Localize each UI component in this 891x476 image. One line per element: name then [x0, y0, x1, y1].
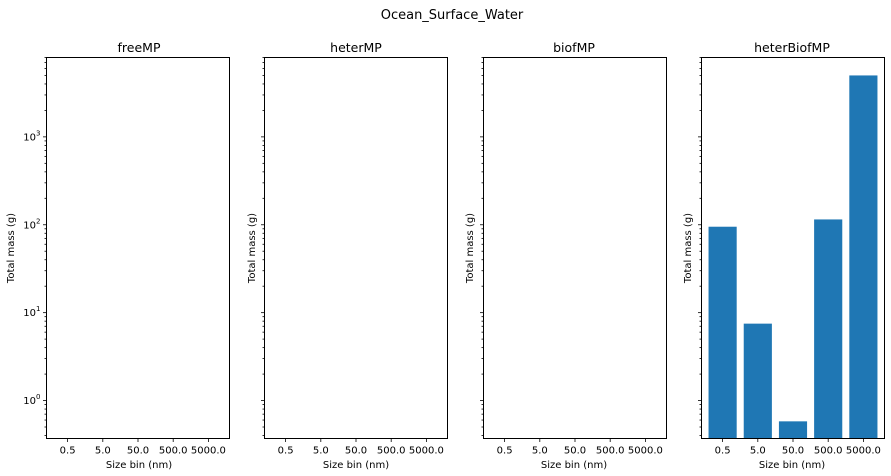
bar: [709, 227, 737, 439]
x-tick-label: 5000.0: [191, 446, 226, 457]
plot-frame: [484, 58, 667, 439]
x-tick-label: 5000.0: [628, 446, 663, 457]
x-axis-label: Size bin (nm): [759, 460, 825, 471]
plot-frame: [47, 58, 230, 439]
x-tick-label: 500.0: [814, 446, 843, 457]
plot-frame: [265, 58, 448, 439]
bar: [779, 421, 807, 438]
panel-heterMP: heterMP Size bin (nm) Total mass (g) 0.5…: [247, 40, 448, 471]
x-tick-label: 5.0: [750, 446, 766, 457]
x-tick-label: 50.0: [345, 446, 367, 457]
panel-heterBiofMP: heterBiofMP Size bin (nm) Total mass (g)…: [683, 40, 885, 471]
x-tick-label: 50.0: [782, 446, 804, 457]
x-tick-label: 5.0: [313, 446, 329, 457]
y-tick-label: 101: [23, 305, 40, 319]
x-tick-label: 5.0: [95, 446, 111, 457]
y-axis-label: Total mass (g): [247, 213, 258, 284]
y-axis-label: Total mass (g): [683, 213, 694, 284]
x-tick-label: 50.0: [564, 446, 586, 457]
x-tick-label: 0.5: [60, 446, 76, 457]
panel-title: heterBiofMP: [754, 40, 830, 55]
x-tick-label: 0.5: [497, 446, 513, 457]
panel-title: heterMP: [330, 40, 382, 55]
y-axis-label: Total mass (g): [465, 213, 476, 284]
x-tick-label: 500.0: [596, 446, 625, 457]
x-tick-label: 5.0: [532, 446, 548, 457]
x-tick-label: 500.0: [159, 446, 188, 457]
y-tick-label: 103: [23, 129, 40, 143]
panel-biofMP: biofMP Size bin (nm) Total mass (g) 0.5 5…: [465, 40, 667, 471]
figure-title: Ocean_Surface_Water: [381, 8, 524, 23]
y-tick-label: 100: [23, 393, 40, 407]
x-tick-label: 5000.0: [409, 446, 444, 457]
x-tick-label: 500.0: [377, 446, 406, 457]
y-axis-label: Total mass (g): [6, 213, 17, 284]
panel-title: freeMP: [118, 40, 161, 55]
x-axis-label: Size bin (nm): [106, 460, 172, 471]
bar: [849, 75, 877, 438]
panel-title: biofMP: [553, 40, 595, 55]
x-tick-label: 0.5: [715, 446, 731, 457]
x-tick-label: 0.5: [278, 446, 294, 457]
x-axis-label: Size bin (nm): [323, 460, 389, 471]
bar: [744, 324, 772, 439]
x-axis-label: Size bin (nm): [541, 460, 607, 471]
x-tick-label: 5000.0: [846, 446, 881, 457]
y-tick-label: 102: [23, 217, 40, 231]
x-tick-label: 50.0: [127, 446, 149, 457]
bar: [814, 219, 842, 438]
panel-freeMP: freeMP Size bin (nm) Total mass (g) 100 1…: [6, 40, 230, 471]
